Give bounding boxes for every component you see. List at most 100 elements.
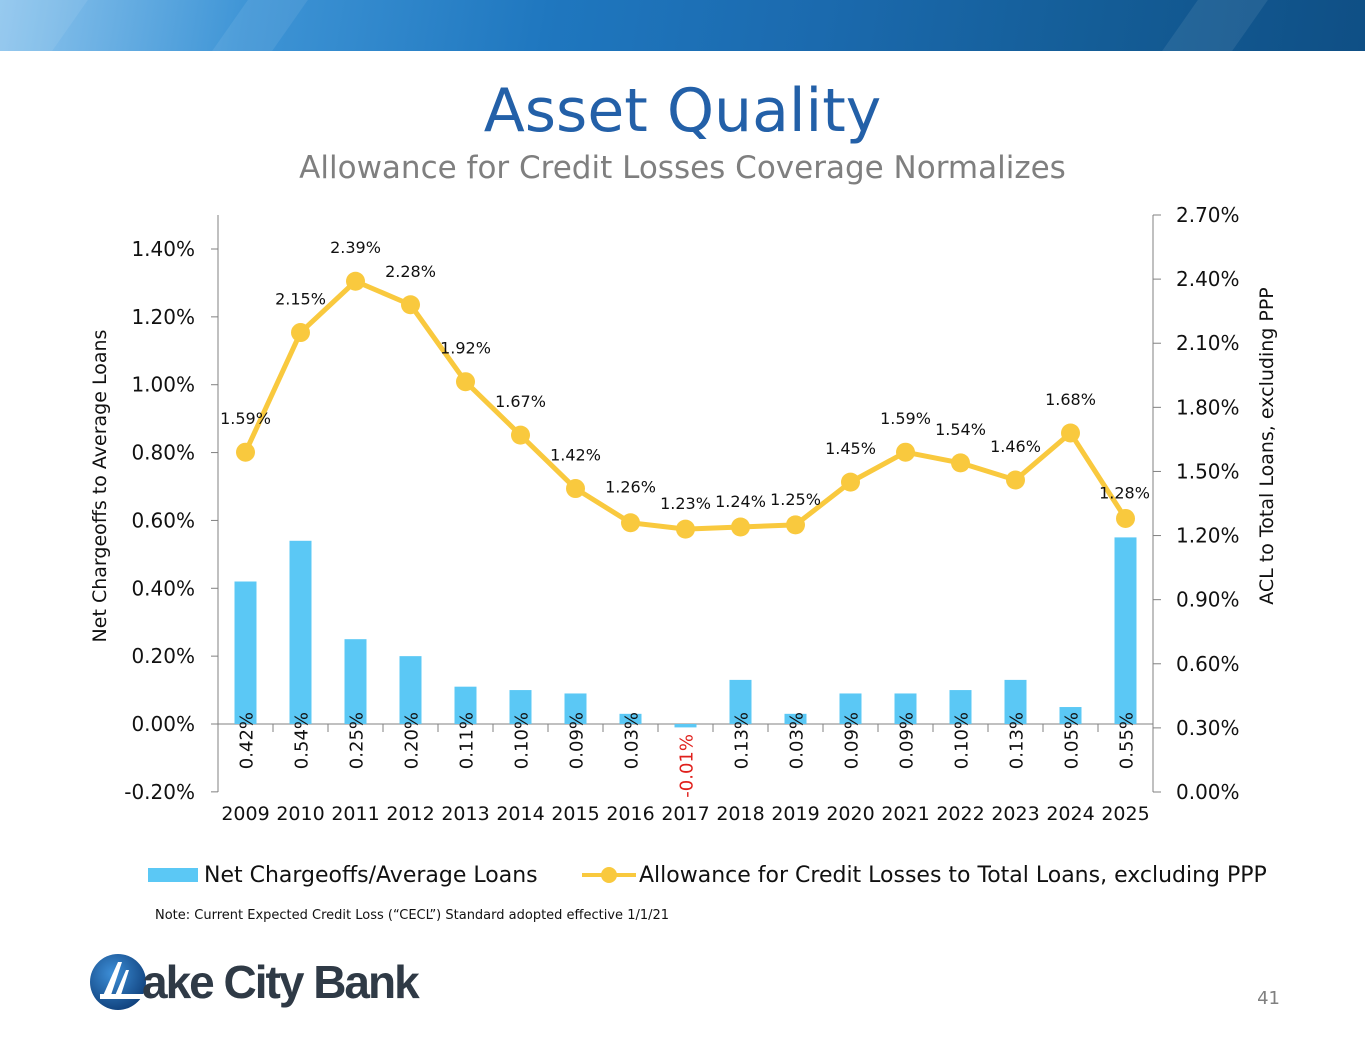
acl-point <box>841 472 860 492</box>
acl-point <box>1061 423 1080 443</box>
acl-data-label: 1.23% <box>660 494 711 513</box>
category-label: 2014 <box>496 803 544 825</box>
acl-point <box>676 519 695 539</box>
bar <box>1114 537 1137 724</box>
footnote: Note: Current Expected Credit Loss (“CEC… <box>155 908 670 923</box>
page-number: 41 <box>1257 988 1280 1009</box>
acl-point <box>511 425 530 445</box>
category-label: 2016 <box>606 803 654 825</box>
legend-label-bars: Net Chargeoffs/Average Loans <box>204 862 538 888</box>
bar-data-label: 0.13% <box>732 712 753 769</box>
asset-quality-chart: -0.20% 0.00% 0.20% 0.40% 0.60% 0.80% 1.00% 1.20… <box>89 203 1278 825</box>
category-label: 2015 <box>551 803 599 825</box>
legend-item-line: Allowance for Credit Losses to Total Loa… <box>582 862 1267 888</box>
bar-data-label: 0.03% <box>622 712 643 769</box>
left-axis-title: Net Chargeoffs to Average Loans <box>89 330 111 643</box>
bar-data-label: 0.55% <box>1117 712 1138 769</box>
category-label: 2019 <box>771 803 819 825</box>
bar <box>1004 679 1027 724</box>
bar <box>839 693 862 724</box>
category-label: 2022 <box>936 803 984 825</box>
category-label: 2023 <box>991 803 1039 825</box>
bar-data-label: 0.10% <box>952 712 973 769</box>
category-label: 2017 <box>661 803 709 825</box>
category-label: 2020 <box>826 803 874 825</box>
right-axis-tick-label: 0.00% <box>1176 780 1240 804</box>
acl-point <box>731 517 750 537</box>
left-axis-tick-label: 1.20% <box>131 305 195 329</box>
category-label: 2011 <box>331 803 379 825</box>
band-stripe <box>1162 0 1268 51</box>
acl-data-label: 1.92% <box>440 339 491 358</box>
acl-data-label: 1.59% <box>220 409 271 428</box>
acl-data-label: 1.25% <box>770 490 821 509</box>
acl-point <box>346 271 365 291</box>
bar-data-label: 0.03% <box>787 712 808 769</box>
acl-point <box>1116 508 1135 528</box>
left-axis-tick-label: 0.20% <box>131 644 195 668</box>
bar <box>949 690 972 724</box>
legend-item-bars: Net Chargeoffs/Average Loans <box>148 862 538 888</box>
acl-data-label: 1.54% <box>935 420 986 439</box>
acl-data-label: 1.24% <box>715 492 766 511</box>
legend-swatch-line <box>582 867 636 883</box>
bar-data-label: 0.42% <box>237 712 258 769</box>
page-title: Asset Quality <box>483 76 882 146</box>
acl-data-label: 1.67% <box>495 392 546 411</box>
right-axis-tick-label: 1.50% <box>1176 459 1240 483</box>
acl-line <box>243 278 1128 532</box>
right-axis-tick-label: 0.30% <box>1176 716 1240 740</box>
bar-data-label-negative: -0.01% <box>677 734 698 798</box>
right-axis-tick-label: 0.60% <box>1176 652 1240 676</box>
acl-point <box>896 442 915 462</box>
left-axis-tick-label: 0.80% <box>131 441 195 465</box>
bar <box>674 724 697 728</box>
bar <box>454 686 477 724</box>
company-logo: ake City Bank <box>88 950 420 1014</box>
left-axis-tick-label: 1.40% <box>131 237 195 261</box>
left-axis-tick-label: 1.00% <box>131 373 195 397</box>
bar-data-label: 0.09% <box>897 712 918 769</box>
acl-point <box>566 479 585 499</box>
category-label: 2009 <box>221 803 269 825</box>
bar-data-label: 0.20% <box>402 712 423 769</box>
acl-point <box>1006 470 1025 490</box>
acl-data-label: 1.46% <box>990 437 1041 456</box>
right-axis-tick-label: 2.40% <box>1176 267 1240 291</box>
bar <box>784 713 807 724</box>
left-axis-tick-label: 0.00% <box>131 712 195 736</box>
bar-data-label: 0.05% <box>1062 712 1083 769</box>
bar <box>619 713 642 724</box>
left-axis-tick-label: 0.40% <box>131 576 195 600</box>
acl-point <box>951 453 970 473</box>
right-axis-tick-label: 2.10% <box>1176 331 1240 355</box>
page-subtitle: Allowance for Credit Losses Coverage Nor… <box>299 150 1066 186</box>
category-label: 2010 <box>276 803 324 825</box>
category-label: 2021 <box>881 803 929 825</box>
right-axis-tick-label: 1.20% <box>1176 524 1240 548</box>
acl-point <box>401 295 420 315</box>
category-label: 2025 <box>1101 803 1149 825</box>
bar-data-label: 0.09% <box>842 712 863 769</box>
bar <box>289 540 312 724</box>
acl-data-label: 1.68% <box>1045 390 1096 409</box>
acl-point <box>291 323 310 343</box>
acl-point <box>621 513 640 533</box>
category-label: 2013 <box>441 803 489 825</box>
right-axis-tick-label: 0.90% <box>1176 588 1240 612</box>
legend-swatch-bar <box>148 868 198 882</box>
bar-data-label: 0.09% <box>567 712 588 769</box>
bar-data-label: 0.10% <box>512 712 533 769</box>
bar <box>729 679 752 724</box>
acl-point <box>786 515 805 535</box>
lake-city-bank-logo-icon <box>90 954 146 1010</box>
left-axis-tick-label: -0.20% <box>124 780 195 804</box>
category-label: 2024 <box>1046 803 1094 825</box>
acl-data-label: 1.45% <box>825 439 876 458</box>
logo-text: ake City Bank <box>142 956 420 1008</box>
bar <box>894 693 917 724</box>
right-axis-title: ACL to Total Loans, excluding PPP <box>1256 287 1278 605</box>
acl-point <box>456 372 475 392</box>
bar <box>234 581 257 724</box>
bar <box>344 639 367 724</box>
